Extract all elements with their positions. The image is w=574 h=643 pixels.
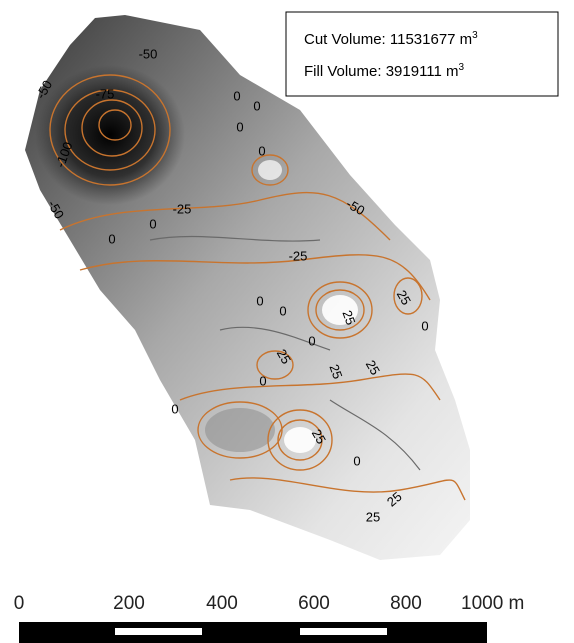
contour-label: 0: [256, 293, 263, 308]
scale-bar: 0 200 400 600 800 1000 m: [14, 593, 525, 643]
scale-label: 800: [390, 593, 422, 614]
legend-box: [286, 12, 558, 96]
scale-bar-segment: [300, 628, 387, 635]
contour-label: 0: [421, 318, 428, 333]
scale-label: 200: [113, 593, 145, 614]
contour-label: 0: [236, 119, 243, 134]
fill-exponent: 3: [459, 62, 465, 73]
contour-label: 0: [171, 401, 178, 416]
contour-label: 0: [149, 216, 156, 231]
map: -50-50-75-100-500000-2500-50-25002525002…: [0, 0, 574, 643]
contour-label: 0: [279, 303, 286, 318]
contour-label: 0: [253, 98, 260, 113]
scale-label: 400: [206, 593, 238, 614]
page: {"legend": {"cut_label": "Cut Volume: 11…: [0, 0, 574, 643]
cut-volume: Cut Volume: 11531677 m3: [304, 30, 478, 48]
fill-label: Fill Volume: 3919111 m: [304, 63, 459, 80]
contour-label: 0: [353, 453, 360, 468]
contour-label: 0: [259, 373, 266, 388]
cut-exponent: 3: [472, 30, 478, 41]
contour-label: -50: [139, 46, 158, 61]
contour-label: 0: [308, 333, 315, 348]
contour-label: 0: [258, 143, 265, 158]
scale-bar-segment: [115, 628, 202, 635]
contour-label: -75: [96, 86, 115, 101]
scale-label: 600: [298, 593, 330, 614]
fill-volume: Fill Volume: 3919111 m3: [304, 62, 465, 80]
scale-label: 1000 m: [461, 593, 524, 614]
scale-bar-base: [19, 622, 487, 643]
cut-label: Cut Volume: 11531677 m: [304, 31, 472, 48]
contour-label: -25: [173, 201, 192, 216]
scale-label: 0: [14, 593, 25, 614]
legend: Cut Volume: 11531677 m3 Fill Volume: 391…: [286, 12, 558, 96]
contour-label: 25: [366, 509, 380, 524]
contour-label: -25: [289, 248, 308, 263]
contour-label: 0: [108, 231, 115, 246]
contour-label: 0: [233, 88, 240, 103]
